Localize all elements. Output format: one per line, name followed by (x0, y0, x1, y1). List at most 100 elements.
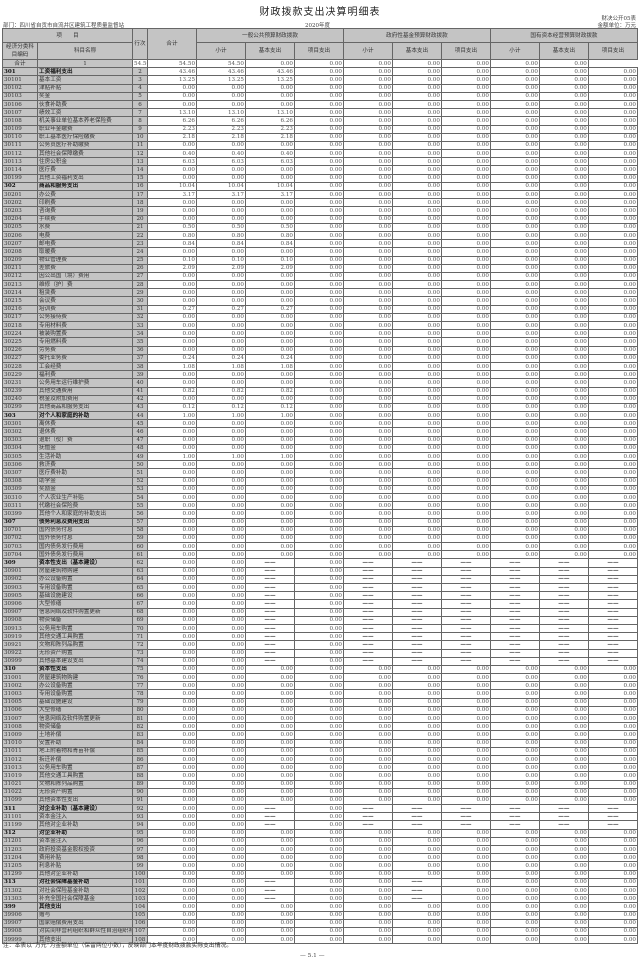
amount-cell: 0.00 (342, 312, 393, 323)
subject-name-cell: 福利费 (36, 370, 134, 380)
amount-cell: 0.00 (440, 484, 491, 494)
table-row: 30203 咨询费 19 0.00 0.00 0.00 0.00 0.00 0.00 0.00 0.… (2, 206, 639, 216)
amount-cell: —— (342, 812, 393, 822)
amount-cell: 0.50 (244, 222, 295, 232)
table-row: 39907 国家赔偿费用支出 106 0.00 0.00 0.00 0.00 0.00 0.00… (2, 918, 639, 928)
amount-cell: 0.00 (244, 320, 295, 331)
amount-cell: 0.00 (293, 836, 344, 847)
table-row: 313 对社会保障基金补助 101 0.00 0.00 —— 0.00 0.00 —— 0.00 0… (2, 877, 639, 887)
amount-cell: 0.00 (342, 885, 393, 896)
amount-cell: 0.50 (196, 222, 246, 232)
amount-cell: 0.00 (293, 501, 344, 511)
row-number-cell: 13 (132, 157, 149, 167)
amount-cell: 0.00 (293, 795, 344, 806)
amount-cell: 0.00 (293, 337, 344, 347)
amount-cell: 0.00 (538, 689, 589, 699)
amount-cell: 0.00 (440, 697, 491, 707)
table-row: 30908 物资储备 69 0.00 0.00 —— 0.00 —— —— —— —— —— —— (2, 615, 639, 625)
amount-cell: 0.00 (440, 861, 491, 871)
amount-cell: 0.00 (147, 623, 197, 634)
subject-name-cell: 专用燃料费 (36, 337, 134, 347)
amount-cell: 0.00 (489, 844, 540, 855)
amount-cell: 0.00 (342, 296, 393, 306)
subject-name-cell: 救济费 (36, 460, 134, 470)
amount-cell: —— (244, 894, 295, 904)
table-row: 31011 地上附着物和青苗补偿 85 0.00 0.00 0.00 0.00 0.00 0.0… (2, 746, 639, 756)
amount-cell: 0.00 (489, 476, 540, 486)
amount-cell: —— (489, 566, 540, 576)
amount-cell: 0.00 (293, 861, 344, 871)
amount-cell: 0.00 (587, 189, 639, 200)
amount-cell: 0.00 (391, 75, 442, 85)
amount-cell: 0.00 (538, 460, 589, 470)
amount-cell: 0.00 (489, 353, 540, 363)
amount-cell: —— (244, 648, 295, 658)
amount-cell: 0.00 (538, 419, 589, 429)
amount-cell: 0.00 (342, 255, 393, 265)
amount-cell: 0.00 (147, 681, 197, 691)
amount-cell: 2.18 (196, 132, 246, 142)
amount-cell: 0.00 (538, 296, 589, 306)
row-number-cell: 44 (132, 411, 149, 421)
amount-cell: 0.00 (244, 795, 295, 806)
amount-cell: 0.00 (147, 697, 197, 707)
amount-cell: 0.00 (244, 476, 295, 486)
amount-cell: 0.00 (391, 468, 442, 478)
department-label: 部门：四川省自贡市自流井区建筑工程质量监督站 (3, 23, 125, 29)
amount-cell: 0.00 (293, 468, 344, 478)
amount-cell: 0.00 (342, 869, 393, 879)
amount-cell: 0.00 (244, 370, 295, 380)
amount-cell: 0.00 (538, 222, 589, 232)
subject-name-cell: 对企业补助 (36, 828, 134, 838)
amount-cell: 0.00 (244, 689, 295, 699)
amount-cell: 0.00 (342, 542, 393, 552)
amount-cell: —— (440, 599, 491, 609)
amount-cell: 0.00 (293, 460, 344, 470)
header-group-general: 一般公共预算财政拨款 (196, 28, 344, 43)
amount-cell: 2.23 (147, 124, 197, 134)
amount-cell: 0.00 (538, 230, 589, 241)
amount-cell: 1.00 (244, 411, 295, 421)
amount-cell: 0.00 (342, 713, 393, 724)
amount-cell: —— (391, 640, 442, 650)
amount-cell: 0.00 (342, 386, 393, 396)
amount-cell: 0.00 (293, 918, 344, 928)
subject-name-cell: 电费 (36, 230, 134, 241)
amount-cell: 0.00 (440, 902, 491, 912)
econ-code-cell: 30228 (2, 361, 38, 372)
amount-cell: —— (587, 640, 639, 650)
subject-name-cell: 奖励金 (36, 484, 134, 494)
amount-cell: 0.00 (391, 673, 442, 683)
amount-cell: —— (391, 877, 442, 887)
amount-cell: 0.00 (391, 542, 442, 552)
amount-cell: 0.00 (587, 460, 639, 470)
amount-cell: 0.00 (196, 173, 246, 183)
amount-cell: 6.03 (147, 157, 197, 167)
table-row: 30304 抚恤金 48 0.00 0.00 0.00 0.00 0.00 0.00 0.00 0.… (2, 443, 639, 454)
amount-cell: 0.00 (489, 157, 540, 167)
table-row: 30303 退职（役）费 47 0.00 0.00 0.00 0.00 0.00 0.00 0.0… (2, 435, 639, 445)
amount-cell: 0.00 (587, 280, 639, 290)
header-item: 项 目 (1, 28, 134, 43)
amount-cell: 0.00 (342, 763, 393, 773)
subject-name-cell: 代缴社会保险费 (36, 501, 134, 511)
amount-cell: 0.00 (440, 214, 491, 224)
subject-name-cell: 培训费 (36, 304, 134, 314)
table-row: 30106 伙食补助费 6 0.00 0.00 0.00 0.00 0.00 0.00 0.00 0… (2, 99, 639, 110)
amount-cell: —— (538, 812, 589, 822)
table-row: 311 对企业补助（基本建设） 92 0.00 0.00 —— 0.00 —— —— —— —— ——… (2, 804, 639, 814)
amount-cell: —— (244, 582, 295, 593)
amount-cell: 0.00 (293, 935, 344, 945)
amount-cell: 0.00 (293, 656, 344, 666)
subject-name-cell: 补充全国社会保障基金 (36, 894, 134, 904)
amount-cell: 0.00 (342, 427, 393, 437)
table-row: 30114 医疗费 14 0.00 0.00 0.00 0.00 0.00 0.00 0.00 0.… (2, 165, 639, 175)
amount-cell: 0.00 (244, 509, 295, 519)
subject-name-cell: 合计 (2, 58, 38, 69)
row-number-cell: 35 (132, 337, 149, 347)
amount-cell: 0.00 (196, 288, 246, 298)
amount-cell: —— (489, 632, 540, 642)
subject-name-cell: 国内债务发行费用 (36, 542, 134, 552)
row-number-cell: 87 (132, 763, 149, 773)
row-number-cell: 31 (132, 304, 149, 314)
